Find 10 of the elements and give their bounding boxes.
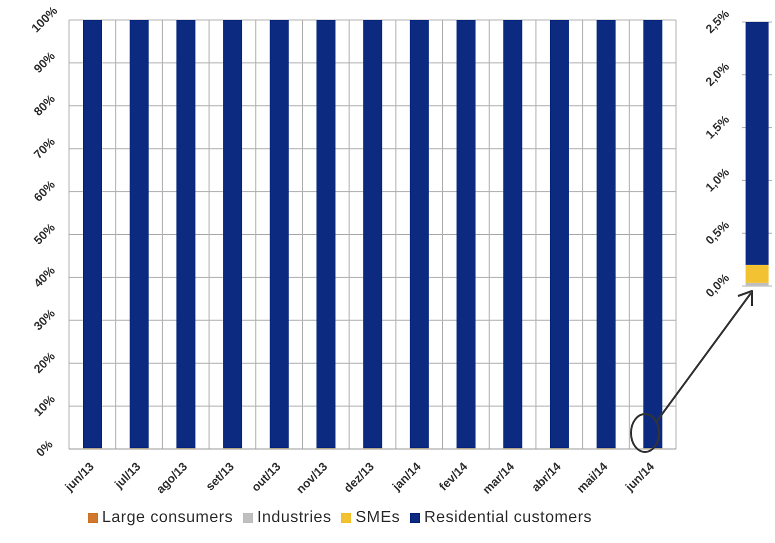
- legend-label: Large consumers: [102, 509, 234, 526]
- legend-label: SMEs: [355, 509, 400, 526]
- y-tick-label: 0%: [33, 437, 56, 460]
- y-tick-label: 40%: [30, 263, 58, 290]
- legend-label: Industries: [257, 509, 332, 526]
- legend-label: Residential customers: [424, 509, 592, 526]
- y-tick-label: 50%: [30, 220, 58, 248]
- y-tick-label: 90%: [30, 48, 58, 76]
- y-tick-label: 60%: [30, 177, 58, 204]
- y-tick-label: 70%: [30, 134, 58, 162]
